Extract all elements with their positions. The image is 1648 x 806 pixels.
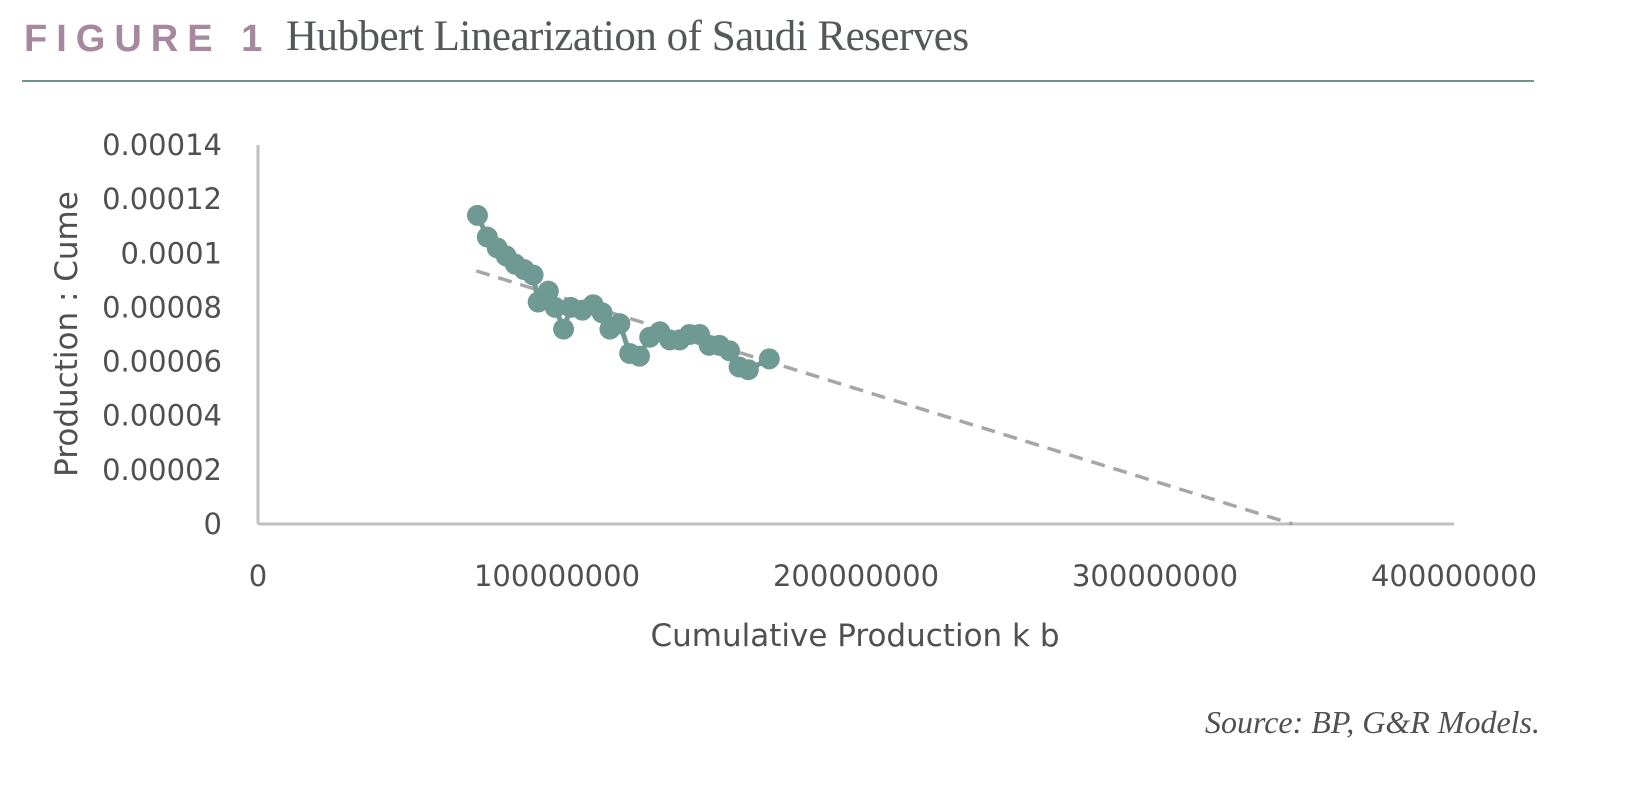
y-tick-label: 0.00008 (102, 290, 222, 324)
x-tick-label: 400000000 (1371, 559, 1537, 593)
source-note: Source: BP, G&R Models. (1204, 704, 1540, 740)
chart-axes (256, 145, 1454, 526)
data-point (591, 302, 613, 324)
figure-label: FIGURE 1 (24, 18, 272, 60)
data-point (609, 313, 631, 335)
x-tick-label: 300000000 (1072, 559, 1238, 593)
data-point (758, 348, 780, 370)
data-point (719, 340, 741, 362)
y-tick-label: 0.00006 (102, 345, 222, 379)
y-tick-label: 0 (204, 507, 222, 541)
figure-title: Hubbert Linearization of Saudi Reserves (286, 13, 969, 60)
y-tick-label: 0.00004 (102, 399, 222, 433)
data-series-layer (466, 204, 780, 381)
data-point (466, 204, 488, 226)
y-tick-label: 0.00014 (102, 128, 222, 162)
x-tick-label: 0 (249, 559, 267, 593)
x-axis-title: Cumulative Production k b (650, 618, 1059, 654)
data-point (737, 359, 759, 381)
data-point (553, 318, 575, 340)
data-point (522, 264, 544, 286)
data-point (537, 280, 559, 302)
y-axis-title: Production : Cume (49, 191, 85, 477)
tick-labels: 0 0.00002 0.00004 0.00006 0.00008 0.0001 0.000… (102, 128, 1537, 593)
data-point (544, 296, 566, 318)
x-tick-label: 100000000 (474, 559, 640, 593)
x-tick-label: 200000000 (773, 559, 939, 593)
figure-header: FIGURE 1 Hubbert Linearization of Saudi … (22, 8, 1534, 82)
y-tick-label: 0.00012 (102, 182, 222, 216)
data-point (629, 345, 651, 367)
y-tick-label: 0.00002 (102, 453, 222, 487)
y-tick-label: 0.0001 (121, 236, 222, 270)
